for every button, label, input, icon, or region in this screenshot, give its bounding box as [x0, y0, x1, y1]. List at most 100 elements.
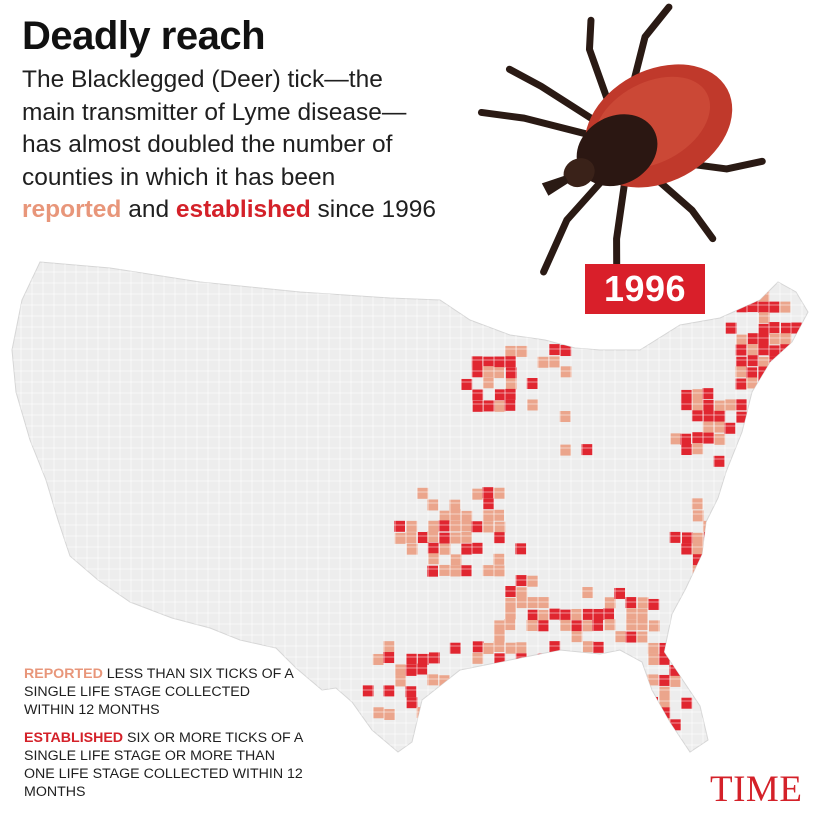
county-cell — [780, 322, 792, 334]
county-cell — [659, 686, 671, 698]
county-cell — [527, 399, 539, 411]
county-cell — [526, 378, 538, 390]
county-layer — [362, 289, 803, 731]
county-cell — [493, 641, 505, 653]
county-cell — [439, 510, 451, 522]
county-cell — [526, 663, 538, 675]
county-cell — [461, 543, 473, 555]
county-cell — [714, 421, 726, 433]
county-cell — [779, 355, 791, 367]
county-cell — [593, 608, 605, 620]
county-cell — [669, 531, 681, 543]
county-cell — [758, 312, 770, 324]
county-cell — [494, 389, 506, 401]
county-cell — [460, 531, 472, 543]
county-cell — [494, 663, 506, 675]
county-cell — [493, 630, 505, 642]
county-cell — [560, 345, 572, 357]
county-cell — [493, 487, 505, 499]
county-cell — [406, 697, 418, 709]
county-cell — [504, 597, 516, 609]
county-cell — [450, 554, 462, 566]
county-cell — [768, 345, 780, 357]
county-cell — [549, 641, 561, 653]
county-cell — [537, 620, 549, 632]
county-cell — [505, 586, 517, 598]
county-cell — [560, 619, 572, 631]
county-cell — [658, 674, 670, 686]
county-cell — [702, 388, 714, 400]
county-cell — [736, 301, 748, 313]
county-cell — [504, 608, 516, 620]
county-cell — [724, 422, 736, 434]
county-cell — [680, 399, 692, 411]
county-cell — [461, 510, 473, 522]
county-cell — [537, 356, 549, 368]
county-cell — [592, 641, 604, 653]
county-cell — [790, 356, 802, 368]
county-cell — [713, 455, 725, 467]
county-cell — [758, 333, 770, 345]
county-cell — [472, 488, 484, 500]
county-cell — [537, 609, 549, 621]
county-cell — [405, 532, 417, 544]
county-cell — [449, 642, 461, 654]
county-cell — [405, 686, 417, 698]
county-cell — [724, 399, 736, 411]
county-cell — [373, 707, 385, 719]
county-cell — [394, 520, 406, 532]
county-cell — [395, 675, 407, 687]
county-cell — [472, 400, 484, 412]
county-cell — [570, 608, 582, 620]
county-cell — [669, 719, 681, 731]
county-cell — [582, 587, 594, 599]
county-cell — [692, 510, 704, 522]
county-cell — [714, 433, 726, 445]
county-cell — [439, 564, 451, 576]
county-cell — [758, 356, 770, 368]
subtitle-and: and — [121, 196, 176, 223]
county-cell — [702, 543, 714, 555]
county-cell — [482, 487, 494, 499]
county-cell — [482, 565, 494, 577]
county-cell — [505, 642, 517, 654]
legend-reported-key: REPORTED — [24, 666, 103, 682]
county-cell — [482, 510, 494, 522]
county-cell — [780, 333, 792, 345]
subtitle-end: since 1996 — [310, 196, 437, 223]
county-cell — [714, 410, 726, 422]
county-cell — [493, 620, 505, 632]
county-cell — [702, 421, 714, 433]
county-cell — [516, 345, 528, 357]
county-cell — [636, 675, 648, 687]
county-cell — [582, 620, 594, 632]
county-cell — [494, 653, 506, 665]
county-cell — [714, 400, 726, 412]
county-cell — [515, 543, 527, 555]
county-cell — [747, 301, 759, 313]
county-cell — [791, 322, 803, 334]
county-cell — [680, 389, 692, 401]
county-cell — [494, 521, 506, 533]
county-cell — [559, 609, 571, 621]
county-cell — [449, 509, 461, 521]
county-cell — [483, 498, 495, 510]
county-cell — [669, 664, 681, 676]
blacklegged-tick-icon — [477, 3, 766, 286]
county-cell — [758, 290, 770, 302]
county-cell — [515, 642, 527, 654]
county-cell — [449, 520, 461, 532]
subtitle-line: has almost doubled the number of — [22, 131, 393, 158]
county-cell — [526, 620, 538, 632]
county-cell — [780, 367, 792, 379]
county-cell — [692, 443, 704, 455]
county-cell — [681, 543, 693, 555]
county-cell — [691, 410, 703, 422]
county-cell — [735, 344, 747, 356]
county-cell — [768, 301, 780, 313]
county-cell — [417, 487, 429, 499]
county-cell — [582, 641, 594, 653]
county-cell — [549, 344, 561, 356]
county-cell — [769, 367, 781, 379]
county-cell — [779, 301, 791, 313]
